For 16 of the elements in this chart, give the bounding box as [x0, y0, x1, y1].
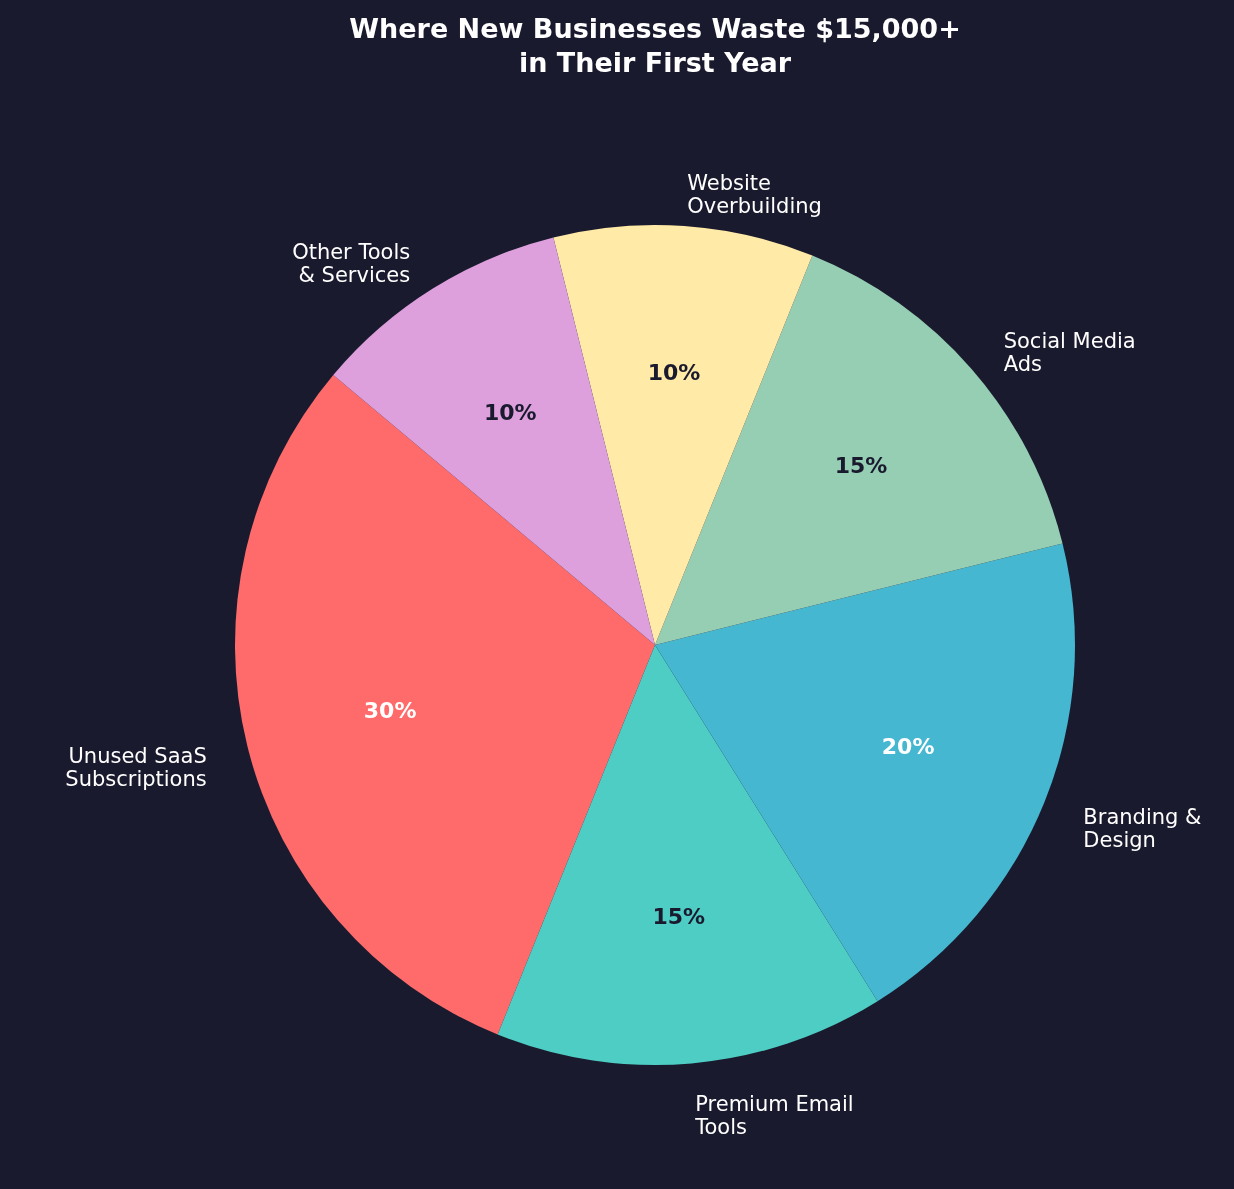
- data-label: 20%: [881, 734, 935, 760]
- pie-slice: [655, 543, 1075, 1002]
- slice-label: Website Overbuilding: [687, 171, 822, 219]
- data-label: 10%: [647, 359, 701, 385]
- slice-label: Social Media Ads: [1003, 328, 1136, 376]
- chart-title: Where New Businesses Waste $15,000+ in Their First Year: [349, 13, 961, 78]
- slice-label: Other Tools & Services: [292, 240, 411, 288]
- data-label: 15%: [652, 903, 706, 929]
- data-label: 10%: [484, 400, 537, 426]
- pie-slice: [553, 225, 813, 645]
- data-label: 15%: [834, 452, 888, 478]
- data-label: 30%: [363, 698, 417, 724]
- slice-label: Unused SaaS Subscriptions: [65, 743, 207, 791]
- slice-label: Branding & Design: [1083, 805, 1202, 853]
- slice-label: Premium Email Tools: [694, 1092, 854, 1140]
- pie-slice: [497, 645, 878, 1065]
